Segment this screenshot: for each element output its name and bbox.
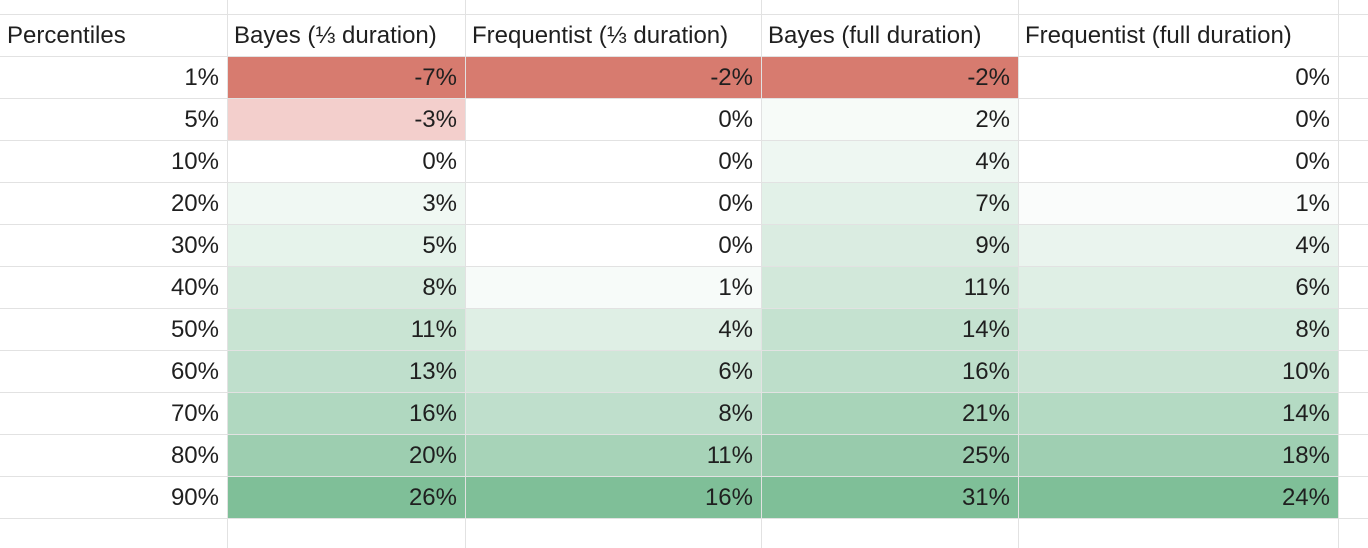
- grid-line-horizontal: [0, 518, 1368, 519]
- value-cell: 8%: [1019, 309, 1338, 350]
- value-cell: -2%: [762, 57, 1018, 98]
- percentile-cell: 20%: [0, 183, 227, 224]
- percentile-cell: 40%: [0, 267, 227, 308]
- value-cell: 6%: [466, 351, 761, 392]
- value-cell: 14%: [762, 309, 1018, 350]
- value-cell: 11%: [228, 309, 465, 350]
- value-cell: -2%: [466, 57, 761, 98]
- value-cell: 0%: [1019, 99, 1338, 140]
- column-header: Percentiles: [0, 15, 227, 57]
- value-cell: 6%: [1019, 267, 1338, 308]
- value-cell: -3%: [228, 99, 465, 140]
- percentile-cell: 70%: [0, 393, 227, 434]
- value-cell: 8%: [228, 267, 465, 308]
- percentile-cell: 30%: [0, 225, 227, 266]
- value-cell: 20%: [228, 435, 465, 476]
- value-cell: 11%: [762, 267, 1018, 308]
- value-cell: 18%: [1019, 435, 1338, 476]
- value-cell: 10%: [1019, 351, 1338, 392]
- value-cell: 4%: [1019, 225, 1338, 266]
- value-cell: 26%: [228, 477, 465, 518]
- column-header: Frequentist (⅓ duration): [465, 15, 761, 57]
- value-cell: 9%: [762, 225, 1018, 266]
- value-cell: 1%: [466, 267, 761, 308]
- value-cell: 25%: [762, 435, 1018, 476]
- value-cell: 0%: [1019, 57, 1338, 98]
- value-cell: 11%: [466, 435, 761, 476]
- value-cell: 1%: [1019, 183, 1338, 224]
- percentile-cell: 60%: [0, 351, 227, 392]
- value-cell: 16%: [228, 393, 465, 434]
- value-cell: 14%: [1019, 393, 1338, 434]
- value-cell: 0%: [466, 183, 761, 224]
- percentile-cell: 80%: [0, 435, 227, 476]
- value-cell: 16%: [762, 351, 1018, 392]
- percentile-cell: 90%: [0, 477, 227, 518]
- value-cell: 5%: [228, 225, 465, 266]
- value-cell: 4%: [466, 309, 761, 350]
- value-cell: 13%: [228, 351, 465, 392]
- percentile-cell: 5%: [0, 99, 227, 140]
- value-cell: 24%: [1019, 477, 1338, 518]
- value-cell: 21%: [762, 393, 1018, 434]
- value-cell: 16%: [466, 477, 761, 518]
- value-cell: 0%: [228, 141, 465, 182]
- value-cell: 2%: [762, 99, 1018, 140]
- value-cell: 4%: [762, 141, 1018, 182]
- percentile-cell: 10%: [0, 141, 227, 182]
- value-cell: 0%: [1019, 141, 1338, 182]
- value-cell: 7%: [762, 183, 1018, 224]
- grid-line-vertical: [1338, 0, 1339, 548]
- value-cell: 0%: [466, 141, 761, 182]
- column-header: Bayes (full duration): [761, 15, 1018, 57]
- column-header: Bayes (⅓ duration): [227, 15, 465, 57]
- value-cell: 8%: [466, 393, 761, 434]
- column-header: Frequentist (full duration): [1018, 15, 1338, 57]
- value-cell: 31%: [762, 477, 1018, 518]
- value-cell: 3%: [228, 183, 465, 224]
- value-cell: 0%: [466, 225, 761, 266]
- value-cell: -7%: [228, 57, 465, 98]
- percentile-cell: 50%: [0, 309, 227, 350]
- percentile-cell: 1%: [0, 57, 227, 98]
- value-cell: 0%: [466, 99, 761, 140]
